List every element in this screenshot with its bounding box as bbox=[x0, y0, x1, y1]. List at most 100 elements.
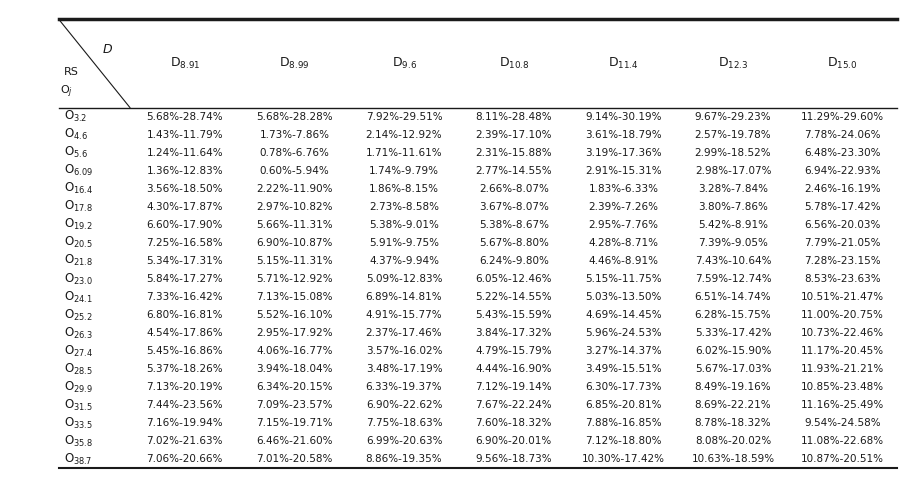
Text: 6.02%-15.90%: 6.02%-15.90% bbox=[695, 346, 771, 356]
Text: 11.29%-29.60%: 11.29%-29.60% bbox=[801, 111, 884, 121]
Text: 1.83%-6.33%: 1.83%-6.33% bbox=[588, 184, 658, 194]
Text: 8.78%-18.32%: 8.78%-18.32% bbox=[695, 418, 771, 428]
Text: 9.56%-18.73%: 9.56%-18.73% bbox=[475, 455, 552, 465]
Text: 10.30%-17.42%: 10.30%-17.42% bbox=[582, 455, 665, 465]
Text: 7.75%-18.63%: 7.75%-18.63% bbox=[365, 418, 442, 428]
Text: 7.12%-18.80%: 7.12%-18.80% bbox=[585, 436, 661, 446]
Text: 7.79%-21.05%: 7.79%-21.05% bbox=[805, 238, 881, 248]
Text: 6.90%-10.87%: 6.90%-10.87% bbox=[256, 238, 333, 248]
Text: 7.28%-23.15%: 7.28%-23.15% bbox=[805, 256, 881, 266]
Text: 7.59%-12.74%: 7.59%-12.74% bbox=[695, 274, 771, 284]
Text: 4.54%-17.86%: 4.54%-17.86% bbox=[146, 328, 223, 338]
Text: 7.25%-16.58%: 7.25%-16.58% bbox=[146, 238, 223, 248]
Text: 2.39%-17.10%: 2.39%-17.10% bbox=[475, 130, 552, 140]
Text: 5.42%-8.91%: 5.42%-8.91% bbox=[698, 220, 768, 230]
Text: 10.51%-21.47%: 10.51%-21.47% bbox=[801, 292, 884, 302]
Text: 4.06%-16.77%: 4.06%-16.77% bbox=[256, 346, 333, 356]
Text: 5.68%-28.74%: 5.68%-28.74% bbox=[146, 111, 223, 121]
Text: 2.37%-17.46%: 2.37%-17.46% bbox=[365, 328, 442, 338]
Text: O$_{31.5}$: O$_{31.5}$ bbox=[64, 398, 93, 413]
Text: 7.15%-19.71%: 7.15%-19.71% bbox=[256, 418, 333, 428]
Text: 7.06%-20.66%: 7.06%-20.66% bbox=[146, 455, 223, 465]
Text: 5.71%-12.92%: 5.71%-12.92% bbox=[256, 274, 333, 284]
Text: 7.16%-19.94%: 7.16%-19.94% bbox=[146, 418, 223, 428]
Text: O$_{16.4}$: O$_{16.4}$ bbox=[64, 181, 94, 196]
Text: 6.05%-12.46%: 6.05%-12.46% bbox=[475, 274, 552, 284]
Text: D$_{9.6}$: D$_{9.6}$ bbox=[391, 56, 417, 71]
Text: 5.09%-12.83%: 5.09%-12.83% bbox=[366, 274, 442, 284]
Text: 2.98%-17.07%: 2.98%-17.07% bbox=[695, 166, 771, 176]
Text: 5.91%-9.75%: 5.91%-9.75% bbox=[369, 238, 439, 248]
Text: 7.39%-9.05%: 7.39%-9.05% bbox=[698, 238, 768, 248]
Text: 7.13%-15.08%: 7.13%-15.08% bbox=[256, 292, 333, 302]
Text: 6.24%-9.80%: 6.24%-9.80% bbox=[479, 256, 548, 266]
Text: D$_{8.91}$: D$_{8.91}$ bbox=[170, 56, 200, 71]
Text: 11.17%-20.45%: 11.17%-20.45% bbox=[801, 346, 884, 356]
Text: 3.94%-18.04%: 3.94%-18.04% bbox=[256, 364, 333, 374]
Text: 5.03%-13.50%: 5.03%-13.50% bbox=[585, 292, 661, 302]
Text: O$_{26.3}$: O$_{26.3}$ bbox=[64, 326, 93, 341]
Text: 5.84%-17.27%: 5.84%-17.27% bbox=[146, 274, 223, 284]
Text: D$_{10.8}$: D$_{10.8}$ bbox=[499, 56, 529, 71]
Text: 3.84%-17.32%: 3.84%-17.32% bbox=[475, 328, 552, 338]
Text: 4.79%-15.79%: 4.79%-15.79% bbox=[475, 346, 552, 356]
Text: 1.74%-9.79%: 1.74%-9.79% bbox=[369, 166, 439, 176]
Text: 7.02%-21.63%: 7.02%-21.63% bbox=[146, 436, 223, 446]
Text: 2.57%-19.78%: 2.57%-19.78% bbox=[695, 130, 771, 140]
Text: 5.38%-9.01%: 5.38%-9.01% bbox=[369, 220, 439, 230]
Text: 5.38%-8.67%: 5.38%-8.67% bbox=[479, 220, 548, 230]
Text: 2.14%-12.92%: 2.14%-12.92% bbox=[365, 130, 442, 140]
Text: 4.37%-9.94%: 4.37%-9.94% bbox=[369, 256, 439, 266]
Text: 6.56%-20.03%: 6.56%-20.03% bbox=[805, 220, 881, 230]
Text: 3.27%-14.37%: 3.27%-14.37% bbox=[585, 346, 662, 356]
Text: O$_{17.8}$: O$_{17.8}$ bbox=[64, 199, 93, 214]
Text: 7.33%-16.42%: 7.33%-16.42% bbox=[146, 292, 223, 302]
Text: 1.86%-8.15%: 1.86%-8.15% bbox=[369, 184, 439, 194]
Text: O$_{28.5}$: O$_{28.5}$ bbox=[64, 362, 93, 377]
Text: 6.85%-20.81%: 6.85%-20.81% bbox=[585, 400, 661, 410]
Text: 7.92%-29.51%: 7.92%-29.51% bbox=[365, 111, 442, 121]
Text: O$_{6.09}$: O$_{6.09}$ bbox=[64, 163, 94, 178]
Text: 8.69%-22.21%: 8.69%-22.21% bbox=[695, 400, 771, 410]
Text: 3.19%-17.36%: 3.19%-17.36% bbox=[585, 148, 662, 158]
Text: O$_{29.9}$: O$_{29.9}$ bbox=[64, 380, 93, 395]
Text: 6.90%-22.62%: 6.90%-22.62% bbox=[366, 400, 442, 410]
Text: 6.46%-21.60%: 6.46%-21.60% bbox=[256, 436, 333, 446]
Text: 2.73%-8.58%: 2.73%-8.58% bbox=[369, 202, 439, 212]
Text: O$_{19.2}$: O$_{19.2}$ bbox=[64, 217, 93, 232]
Text: 6.48%-23.30%: 6.48%-23.30% bbox=[805, 148, 881, 158]
Text: 8.53%-23.63%: 8.53%-23.63% bbox=[805, 274, 881, 284]
Text: 6.60%-17.90%: 6.60%-17.90% bbox=[146, 220, 223, 230]
Text: 6.30%-17.73%: 6.30%-17.73% bbox=[585, 382, 661, 392]
Text: 1.71%-11.61%: 1.71%-11.61% bbox=[365, 148, 442, 158]
Text: 7.13%-20.19%: 7.13%-20.19% bbox=[146, 382, 223, 392]
Text: 5.67%-17.03%: 5.67%-17.03% bbox=[695, 364, 771, 374]
Text: 7.78%-24.06%: 7.78%-24.06% bbox=[805, 130, 881, 140]
Text: 2.31%-15.88%: 2.31%-15.88% bbox=[475, 148, 552, 158]
Text: 2.77%-14.55%: 2.77%-14.55% bbox=[475, 166, 552, 176]
Text: 2.22%-11.90%: 2.22%-11.90% bbox=[256, 184, 333, 194]
Text: 11.16%-25.49%: 11.16%-25.49% bbox=[801, 400, 884, 410]
Text: 3.28%-7.84%: 3.28%-7.84% bbox=[698, 184, 768, 194]
Text: 8.86%-19.35%: 8.86%-19.35% bbox=[365, 455, 442, 465]
Text: O$_{3.2}$: O$_{3.2}$ bbox=[64, 109, 87, 124]
Text: 9.54%-24.58%: 9.54%-24.58% bbox=[805, 418, 881, 428]
Text: O$_{20.5}$: O$_{20.5}$ bbox=[64, 235, 93, 250]
Text: 2.91%-15.31%: 2.91%-15.31% bbox=[585, 166, 662, 176]
Text: 2.99%-18.52%: 2.99%-18.52% bbox=[695, 148, 771, 158]
Text: 4.44%-16.90%: 4.44%-16.90% bbox=[475, 364, 552, 374]
Text: 8.11%-28.48%: 8.11%-28.48% bbox=[475, 111, 552, 121]
Text: O$_{35.8}$: O$_{35.8}$ bbox=[64, 434, 93, 449]
Text: O$_{5.6}$: O$_{5.6}$ bbox=[64, 145, 88, 160]
Text: 3.56%-18.50%: 3.56%-18.50% bbox=[146, 184, 223, 194]
Text: 7.44%-23.56%: 7.44%-23.56% bbox=[146, 400, 223, 410]
Text: 5.34%-17.31%: 5.34%-17.31% bbox=[146, 256, 223, 266]
Text: O$_{27.4}$: O$_{27.4}$ bbox=[64, 344, 94, 358]
Text: 3.80%-7.86%: 3.80%-7.86% bbox=[698, 202, 768, 212]
Text: D$_{11.4}$: D$_{11.4}$ bbox=[608, 56, 639, 71]
Text: O$_j$: O$_j$ bbox=[60, 84, 73, 100]
Text: RS: RS bbox=[64, 67, 79, 77]
Text: 7.88%-16.85%: 7.88%-16.85% bbox=[585, 418, 662, 428]
Text: 10.73%-22.46%: 10.73%-22.46% bbox=[801, 328, 884, 338]
Text: 1.36%-12.83%: 1.36%-12.83% bbox=[146, 166, 223, 176]
